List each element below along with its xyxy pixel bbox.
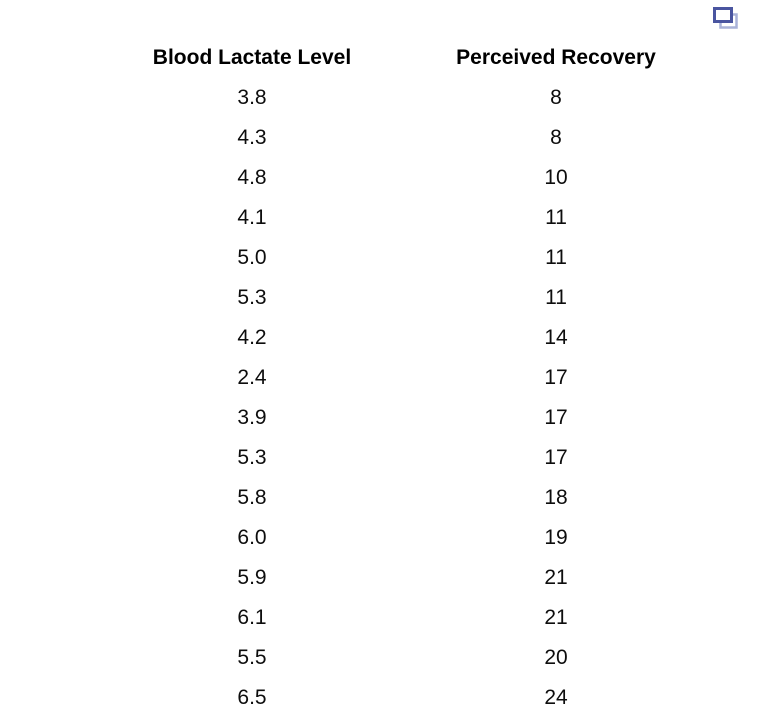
table-row: 4.8 10 <box>100 158 708 198</box>
table-header: Blood Lactate Level Perceived Recovery <box>100 38 708 78</box>
table-cell: 4.3 <box>237 126 267 149</box>
table-row: 5.5 20 <box>100 638 708 678</box>
table-row: 5.3 11 <box>100 278 708 318</box>
data-table: Blood Lactate Level Perceived Recovery 3… <box>100 38 708 718</box>
table-row: 5.3 17 <box>100 438 708 478</box>
table-cell: 4.8 <box>237 166 267 189</box>
duplicate-window-icon[interactable] <box>712 6 740 32</box>
duplicate-window-icon-svg <box>713 7 738 29</box>
table-cell: 17 <box>544 446 568 469</box>
table-cell: 6.0 <box>237 526 267 549</box>
table-row: 6.5 24 <box>100 678 708 718</box>
table-cell: 2.4 <box>237 366 267 389</box>
table-cell: 21 <box>544 566 568 589</box>
table-cell: 5.0 <box>237 246 267 269</box>
table-cell: 5.8 <box>237 486 267 509</box>
table-row: 6.1 21 <box>100 598 708 638</box>
table-cell: 21 <box>544 606 568 629</box>
table-cell: 24 <box>544 686 568 709</box>
table-row: 4.2 14 <box>100 318 708 358</box>
table-cell: 5.3 <box>237 286 267 309</box>
table-cell: 11 <box>545 206 567 229</box>
table-cell: 6.5 <box>237 686 267 709</box>
table-cell: 18 <box>544 486 568 509</box>
table-cell: 8 <box>550 126 562 149</box>
table-cell: 4.2 <box>237 326 267 349</box>
table-cell: 10 <box>544 166 568 189</box>
table-row: 3.8 8 <box>100 78 708 118</box>
header-row: Blood Lactate Level Perceived Recovery <box>100 38 708 78</box>
table-cell: 3.9 <box>237 406 267 429</box>
table-row: 5.0 11 <box>100 238 708 278</box>
table-cell: 5.9 <box>237 566 267 589</box>
table-body: 3.8 8 4.3 8 4.8 10 4.1 11 5.0 11 5.3 11 4.2 14 2.4 17 3.… <box>100 78 708 718</box>
table-cell: 3.8 <box>237 86 267 109</box>
table-cell: 8 <box>550 86 562 109</box>
table-row: 5.8 18 <box>100 478 708 518</box>
table-cell: 5.5 <box>237 646 267 669</box>
column-header-blood-lactate: Blood Lactate Level <box>152 46 352 69</box>
table-row: 6.0 19 <box>100 518 708 558</box>
table-row: 3.9 17 <box>100 398 708 438</box>
table-row: 5.9 21 <box>100 558 708 598</box>
table-row: 2.4 17 <box>100 358 708 398</box>
table-row: 4.1 11 <box>100 198 708 238</box>
table-cell: 11 <box>545 286 567 309</box>
table-row: 4.3 8 <box>100 118 708 158</box>
table-cell: 4.1 <box>237 206 267 229</box>
table-cell: 19 <box>544 526 568 549</box>
table-cell: 20 <box>544 646 568 669</box>
table-cell: 14 <box>544 326 568 349</box>
table-cell: 17 <box>544 366 568 389</box>
table-cell: 5.3 <box>237 446 267 469</box>
table-cell: 17 <box>544 406 568 429</box>
table-cell: 11 <box>545 246 567 269</box>
column-header-perceived-recovery: Perceived Recovery <box>456 46 656 69</box>
duplicate-front-rect <box>713 7 733 23</box>
table-cell: 6.1 <box>237 606 267 629</box>
